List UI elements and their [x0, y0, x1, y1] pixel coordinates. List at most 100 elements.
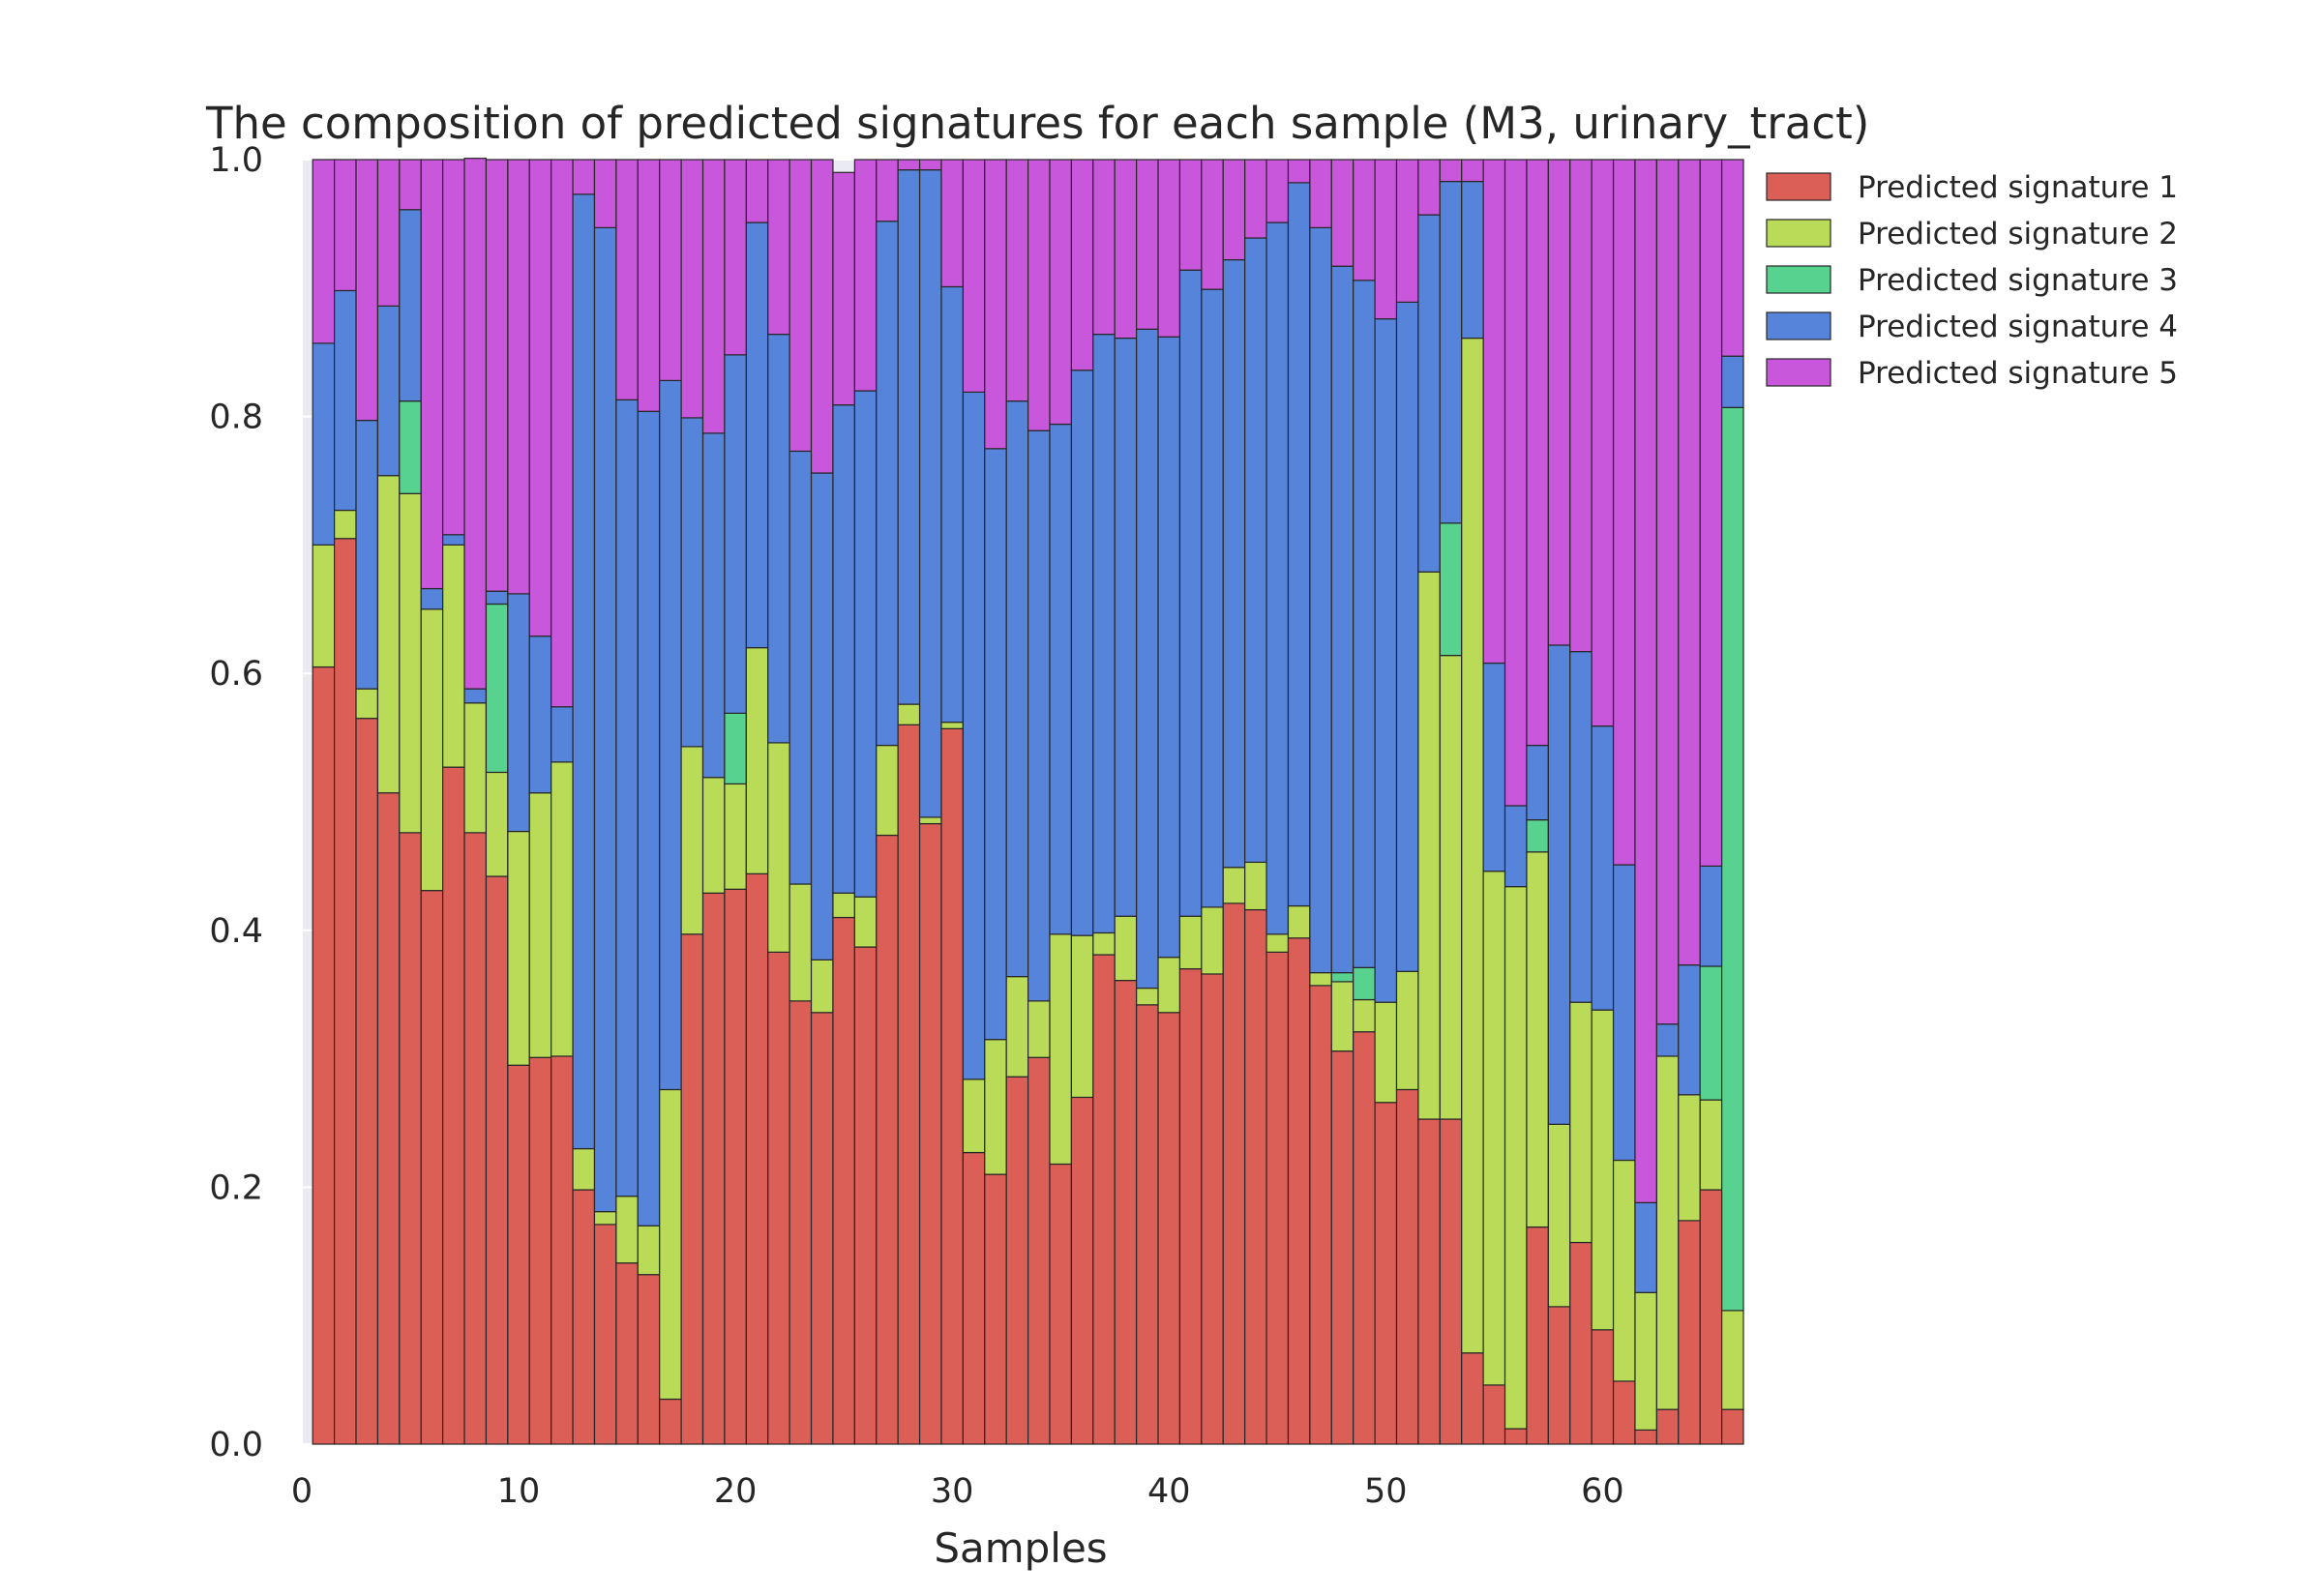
bar-segment-3	[1526, 818, 1549, 853]
bar-segment-2	[1201, 906, 1224, 975]
bar-segment-5	[1482, 159, 1506, 665]
bar-segment-1	[1309, 985, 1332, 1445]
bar-segment-4	[1634, 1201, 1657, 1293]
bar-segment-5	[1178, 159, 1203, 271]
bar-segment-5	[1330, 159, 1354, 267]
bar-segment-1	[1005, 1076, 1029, 1445]
bar-segment-4	[1178, 269, 1203, 917]
bar-segment-1	[1612, 1380, 1636, 1445]
bar-segment-2	[1461, 337, 1484, 1354]
x-tick-label: 0	[291, 1472, 313, 1511]
bar-segment-1	[1244, 908, 1267, 1445]
bar-segment-2	[1287, 904, 1311, 939]
bar-segment-2	[1526, 851, 1549, 1228]
bar-segment-2	[1027, 1000, 1051, 1058]
legend-label-4: Predicted signature 4	[1858, 310, 2178, 344]
bar-segment-1	[1395, 1088, 1419, 1445]
bar-segment-4	[1005, 400, 1029, 978]
bar-segment-4	[442, 534, 465, 547]
bar-segment-4	[1049, 423, 1073, 935]
bar-segment-2	[334, 509, 357, 540]
bar-segment-1	[701, 892, 726, 1445]
bar-segment-4	[962, 391, 986, 1080]
bar-segment-5	[615, 159, 639, 400]
bar-segment-2	[1503, 886, 1528, 1430]
bar-segment-2	[1374, 1001, 1398, 1104]
bar-segment-2	[724, 783, 747, 890]
bar-segment-4	[1547, 644, 1571, 1125]
bar-segment-2	[1244, 861, 1267, 911]
bar-segment-2	[507, 830, 530, 1066]
bar-segment-2	[485, 771, 509, 877]
legend-label-1: Predicted signature 1	[1858, 170, 2178, 205]
bar-segment-1	[918, 822, 942, 1445]
bar-segment-2	[1547, 1123, 1571, 1308]
bar-segment-5	[1634, 159, 1657, 1203]
bar-segment-1	[1070, 1096, 1094, 1445]
bars	[312, 158, 1744, 1445]
bar-segment-2	[463, 702, 488, 834]
bar-segment-1	[962, 1151, 986, 1445]
bar-segment-4	[897, 169, 921, 705]
bar-segment-4	[1678, 964, 1701, 1096]
bar-segment-5	[528, 159, 552, 637]
bar-segment-2	[1720, 1310, 1744, 1410]
bar-segment-1	[334, 538, 357, 1445]
bar-segment-2	[876, 744, 899, 837]
bar-segment-1	[1114, 979, 1138, 1445]
y-tick-label: 1.0	[209, 141, 263, 180]
x-tick-label: 20	[714, 1472, 758, 1511]
bar-segment-2	[940, 722, 964, 729]
bar-segment-5	[1309, 159, 1332, 228]
bar-segment-5	[832, 171, 855, 406]
bar-segment-1	[312, 665, 336, 1445]
y-tick-label: 0.0	[209, 1426, 263, 1464]
bar-segment-1	[1547, 1306, 1571, 1445]
bar-segment-2	[355, 688, 379, 720]
bar-segment-3	[485, 603, 509, 774]
x-tick-label: 50	[1364, 1472, 1408, 1511]
bar-segment-4	[1330, 265, 1354, 974]
bar-segment-5	[593, 159, 617, 228]
bar-segment-1	[507, 1064, 530, 1445]
x-axis-label: Samples	[934, 1524, 1107, 1572]
legend: Predicted signature 1 Predicted signature…	[1766, 170, 2178, 391]
bar-segment-1	[940, 727, 964, 1445]
bar-segment-1	[551, 1055, 574, 1445]
y-tick-label: 0.2	[209, 1168, 263, 1207]
bar-segment-2	[1439, 655, 1463, 1120]
bar-segment-5	[1114, 159, 1138, 340]
bar-segment-4	[1287, 182, 1311, 907]
y-axis-ticks: 0.0 0.2 0.4 0.6 0.8 1.0	[209, 141, 263, 1464]
bar-segment-5	[1612, 159, 1636, 866]
bar-segment-4	[399, 209, 422, 402]
bar-segment-4	[1417, 214, 1441, 573]
bar-segment-1	[1049, 1163, 1073, 1445]
bar-segment-1	[832, 916, 855, 1445]
bar-segment-2	[1330, 981, 1354, 1052]
bar-segment-2	[832, 892, 855, 919]
bar-segment-1	[876, 834, 899, 1445]
bar-segment-2	[1353, 998, 1376, 1033]
bar-segment-2	[551, 761, 574, 1057]
bar-segment-4	[724, 354, 747, 714]
x-tick-label: 40	[1147, 1472, 1191, 1511]
bar-segment-4	[1655, 1023, 1680, 1057]
bar-segment-4	[1503, 805, 1528, 888]
bar-segment-1	[1439, 1118, 1463, 1445]
bar-segment-1	[984, 1173, 1007, 1445]
bar-segment-5	[442, 159, 465, 536]
bar-segment-1	[810, 1012, 834, 1445]
bar-segment-1	[1374, 1102, 1398, 1445]
bar-segment-2	[984, 1039, 1007, 1175]
bar-segment-4	[1070, 369, 1094, 936]
x-tick-label: 10	[497, 1472, 541, 1511]
bar-segment-2	[1157, 957, 1181, 1014]
chart-title: The composition of predicted signatures …	[205, 98, 1869, 149]
bar-segment-4	[1612, 864, 1636, 1162]
bar-segment-1	[1222, 902, 1246, 1445]
bar-segment-2	[1114, 915, 1138, 982]
bar-segment-4	[376, 305, 401, 477]
bar-segment-1	[745, 872, 769, 1445]
bar-segment-2	[1222, 867, 1246, 904]
